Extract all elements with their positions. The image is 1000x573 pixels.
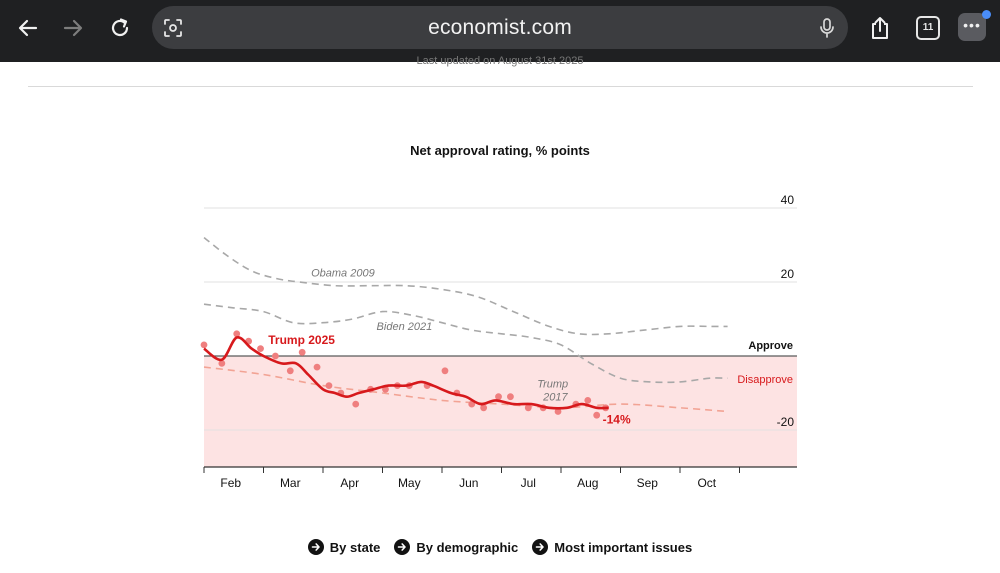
- share-button[interactable]: [862, 10, 898, 46]
- chart-title: Net approval rating, % points: [410, 143, 590, 158]
- y-tick-label: 40: [781, 193, 795, 207]
- series-label-obama-2009: Obama 2009: [311, 267, 375, 279]
- disapprove-label: Disapprove: [737, 374, 793, 386]
- reload-button[interactable]: [102, 10, 138, 46]
- arrow-right-icon: [307, 539, 324, 555]
- poll-point: [352, 400, 360, 408]
- series-line-trump-2025: [203, 336, 609, 410]
- x-tick-label: Mar: [280, 476, 301, 490]
- disapprove-zone: [204, 356, 797, 467]
- last-updated-text: Last updated on August 31st 2025: [416, 55, 584, 67]
- forward-arrow-icon: [63, 19, 83, 37]
- series-label-trump-2025: Trump 2025: [268, 333, 335, 347]
- poll-point: [298, 348, 306, 356]
- by-state-label[interactable]: By state: [329, 539, 381, 555]
- tab-switcher-button[interactable]: 11: [916, 16, 940, 40]
- series-line-obama-2009: [203, 236, 728, 336]
- back-button[interactable]: [10, 10, 46, 46]
- divider: [28, 86, 973, 87]
- poll-point: [218, 360, 226, 367]
- y-tick-label: 20: [781, 267, 795, 281]
- browser-toolbar: economist.com 11 •••: [0, 0, 1000, 62]
- reload-icon: [111, 18, 129, 37]
- approve-label: Approve: [748, 340, 793, 352]
- x-tick-label: Jun: [459, 476, 478, 490]
- series-label-trump-2017: Trump: [537, 378, 568, 390]
- poll-point: [480, 404, 488, 412]
- series-line-biden-2021: [203, 303, 728, 384]
- poll-point: [524, 404, 532, 412]
- x-tick-label: Feb: [220, 476, 241, 490]
- by-demographic-link[interactable]: By demographic: [394, 539, 518, 555]
- most-important-issues-link[interactable]: Most important issues: [532, 539, 692, 555]
- x-tick-label: Sep: [637, 476, 659, 490]
- notification-dot: [982, 10, 991, 19]
- share-icon: [872, 17, 888, 39]
- poll-point: [584, 397, 592, 404]
- series-label-trump-2017-year: 2017: [542, 391, 568, 403]
- y-tick-label: -20: [777, 415, 795, 429]
- poll-point: [257, 345, 264, 352]
- poll-point: [200, 341, 208, 349]
- poll-point: [313, 363, 321, 371]
- poll-point: [272, 352, 279, 360]
- url-text[interactable]: economist.com: [428, 16, 572, 39]
- arrow-right-icon: [394, 539, 411, 555]
- x-tick-label: May: [398, 476, 421, 490]
- poll-point: [233, 330, 241, 338]
- by-state-link[interactable]: By state: [307, 539, 381, 555]
- related-links: By state By demographic Most important i…: [0, 539, 1000, 555]
- arrow-right-icon: [532, 539, 549, 555]
- x-tick-label: Apr: [340, 476, 359, 490]
- poll-point: [593, 411, 601, 419]
- address-bar[interactable]: economist.com: [152, 6, 848, 49]
- poll-point: [441, 367, 449, 375]
- most-important-issues-label[interactable]: Most important issues: [554, 539, 693, 555]
- by-demographic-label[interactable]: By demographic: [416, 539, 519, 555]
- back-arrow-icon: [18, 19, 38, 37]
- poll-point: [495, 393, 502, 401]
- x-tick-label: Jul: [521, 476, 536, 490]
- poll-point: [286, 367, 294, 375]
- more-options-button[interactable]: •••: [958, 13, 986, 41]
- x-tick-label: Aug: [577, 476, 598, 490]
- end-value-label: -14%: [603, 413, 631, 427]
- microphone-icon[interactable]: [818, 17, 836, 39]
- series-label-biden-2021: Biden 2021: [377, 321, 433, 333]
- site-settings-icon[interactable]: [162, 17, 184, 39]
- x-tick-label: Oct: [697, 476, 716, 490]
- poll-point: [554, 408, 562, 415]
- forward-button[interactable]: [55, 10, 91, 46]
- poll-point: [507, 393, 514, 401]
- poll-point: [325, 382, 333, 389]
